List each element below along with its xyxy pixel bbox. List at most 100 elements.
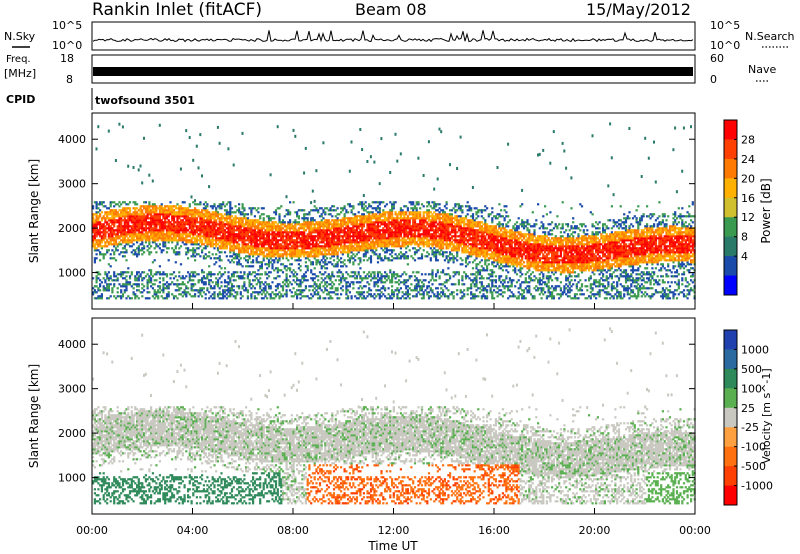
range-gate-cell	[192, 219, 195, 222]
range-gate-cell	[320, 245, 323, 248]
range-gate-cell	[194, 223, 197, 226]
range-gate-cell	[281, 233, 285, 236]
range-gate-cell	[132, 201, 135, 204]
range-gate-cell	[137, 271, 140, 274]
range-gate-cell	[373, 233, 376, 236]
range-gate-cell	[338, 247, 341, 250]
range-gate-cell	[127, 281, 130, 284]
range-gate-cell	[320, 207, 323, 210]
range-gate-cell	[239, 225, 242, 228]
range-gate-cell	[171, 241, 174, 244]
range-gate-cell	[392, 219, 395, 222]
range-gate-cell	[368, 245, 371, 248]
range-gate-cell	[234, 235, 237, 238]
range-gate-cell	[405, 297, 408, 300]
range-gate-cell	[169, 225, 172, 228]
range-gate-cell	[230, 249, 234, 252]
range-gate-cell	[303, 251, 306, 254]
range-gate-cell	[403, 223, 406, 226]
range-gate-cell	[324, 235, 327, 238]
range-gate-cell	[222, 221, 225, 224]
noise-right-tick-top: 10^5	[710, 19, 740, 32]
range-gate-cell	[391, 275, 394, 278]
range-gate-cell	[206, 209, 209, 212]
range-gate-cell	[236, 229, 239, 232]
range-gate-cell	[141, 239, 144, 242]
range-gate-cell	[324, 283, 327, 286]
range-gate-cell	[107, 283, 110, 286]
range-gate-cell	[427, 201, 431, 204]
range-gate-cell	[324, 263, 327, 266]
range-gate-cell	[229, 279, 232, 282]
range-gate-cell	[187, 271, 190, 274]
range-gate-cell	[391, 285, 394, 288]
range-gate-cell	[148, 247, 151, 250]
range-gate-cell	[426, 287, 429, 290]
range-gate-cell	[218, 291, 221, 294]
range-gate-cell	[134, 203, 137, 206]
range-gate-cell	[143, 223, 146, 226]
range-gate-cell	[426, 293, 429, 296]
range-gate-cell	[262, 289, 265, 292]
range-gate-cell	[216, 281, 220, 284]
range-gate-cell	[158, 209, 161, 212]
range-gate-cell	[410, 203, 413, 206]
range-gate-cell	[318, 223, 322, 226]
range-gate-cell	[218, 271, 221, 274]
range-gate-cell	[285, 279, 288, 282]
range-gate-cell	[162, 289, 165, 292]
range-gate-cell	[104, 229, 107, 232]
range-gate-cell	[209, 257, 212, 260]
range-gate-cell	[369, 231, 373, 234]
range-gate-cell	[271, 225, 274, 228]
range-gate-cell	[250, 251, 253, 254]
range-gate-cell	[380, 291, 383, 294]
range-gate-cell	[325, 289, 329, 292]
range-gate-cell	[204, 253, 207, 256]
range-gate-cell	[327, 213, 330, 216]
range-gate-cell	[336, 233, 339, 236]
range-gate-cell	[179, 225, 183, 228]
range-gate-cell	[308, 237, 311, 240]
range-gate-cell	[405, 281, 408, 284]
range-gate-cell	[410, 289, 413, 292]
range-gate-cell	[394, 235, 397, 238]
range-gate-cell	[148, 227, 151, 230]
range-gate-cell	[299, 297, 302, 300]
range-gate-cell	[276, 247, 279, 250]
range-gate-cell	[350, 247, 353, 250]
range-gate-cell	[246, 223, 249, 226]
range-gate-cell	[398, 241, 401, 244]
range-gate-cell	[273, 223, 276, 226]
range-gate-cell	[174, 229, 177, 232]
range-gate-cell	[394, 225, 397, 228]
range-gate-cell	[118, 295, 121, 298]
range-gate-cell	[278, 247, 281, 250]
range-gate-cell	[209, 295, 212, 298]
range-gate-cell	[391, 281, 394, 284]
range-gate-cell	[137, 231, 140, 234]
range-gate-cell	[139, 275, 142, 278]
range-gate-cell	[285, 255, 288, 258]
range-gate-cell	[354, 255, 357, 258]
range-gate-cell	[230, 293, 234, 296]
range-gate-cell	[97, 295, 100, 298]
range-gate-cell	[253, 297, 256, 300]
range-gate-cell	[123, 291, 126, 294]
range-gate-cell	[106, 283, 109, 286]
range-gate-cell	[287, 211, 290, 214]
range-gate-cell	[292, 221, 295, 224]
range-gate-cell	[273, 221, 276, 224]
range-gate-cell	[181, 225, 184, 228]
range-gate-cell	[304, 239, 307, 242]
range-gate-cell	[385, 225, 388, 228]
range-gate-cell	[220, 229, 223, 232]
range-gate-cell	[310, 255, 313, 258]
range-gate-cell	[331, 239, 334, 242]
range-gate-cell	[95, 211, 98, 214]
range-gate-cell	[178, 211, 181, 214]
range-gate-cell	[313, 237, 316, 240]
range-gate-cell	[332, 291, 336, 294]
range-gate-cell	[373, 213, 376, 216]
range-gate-cell	[199, 235, 202, 238]
